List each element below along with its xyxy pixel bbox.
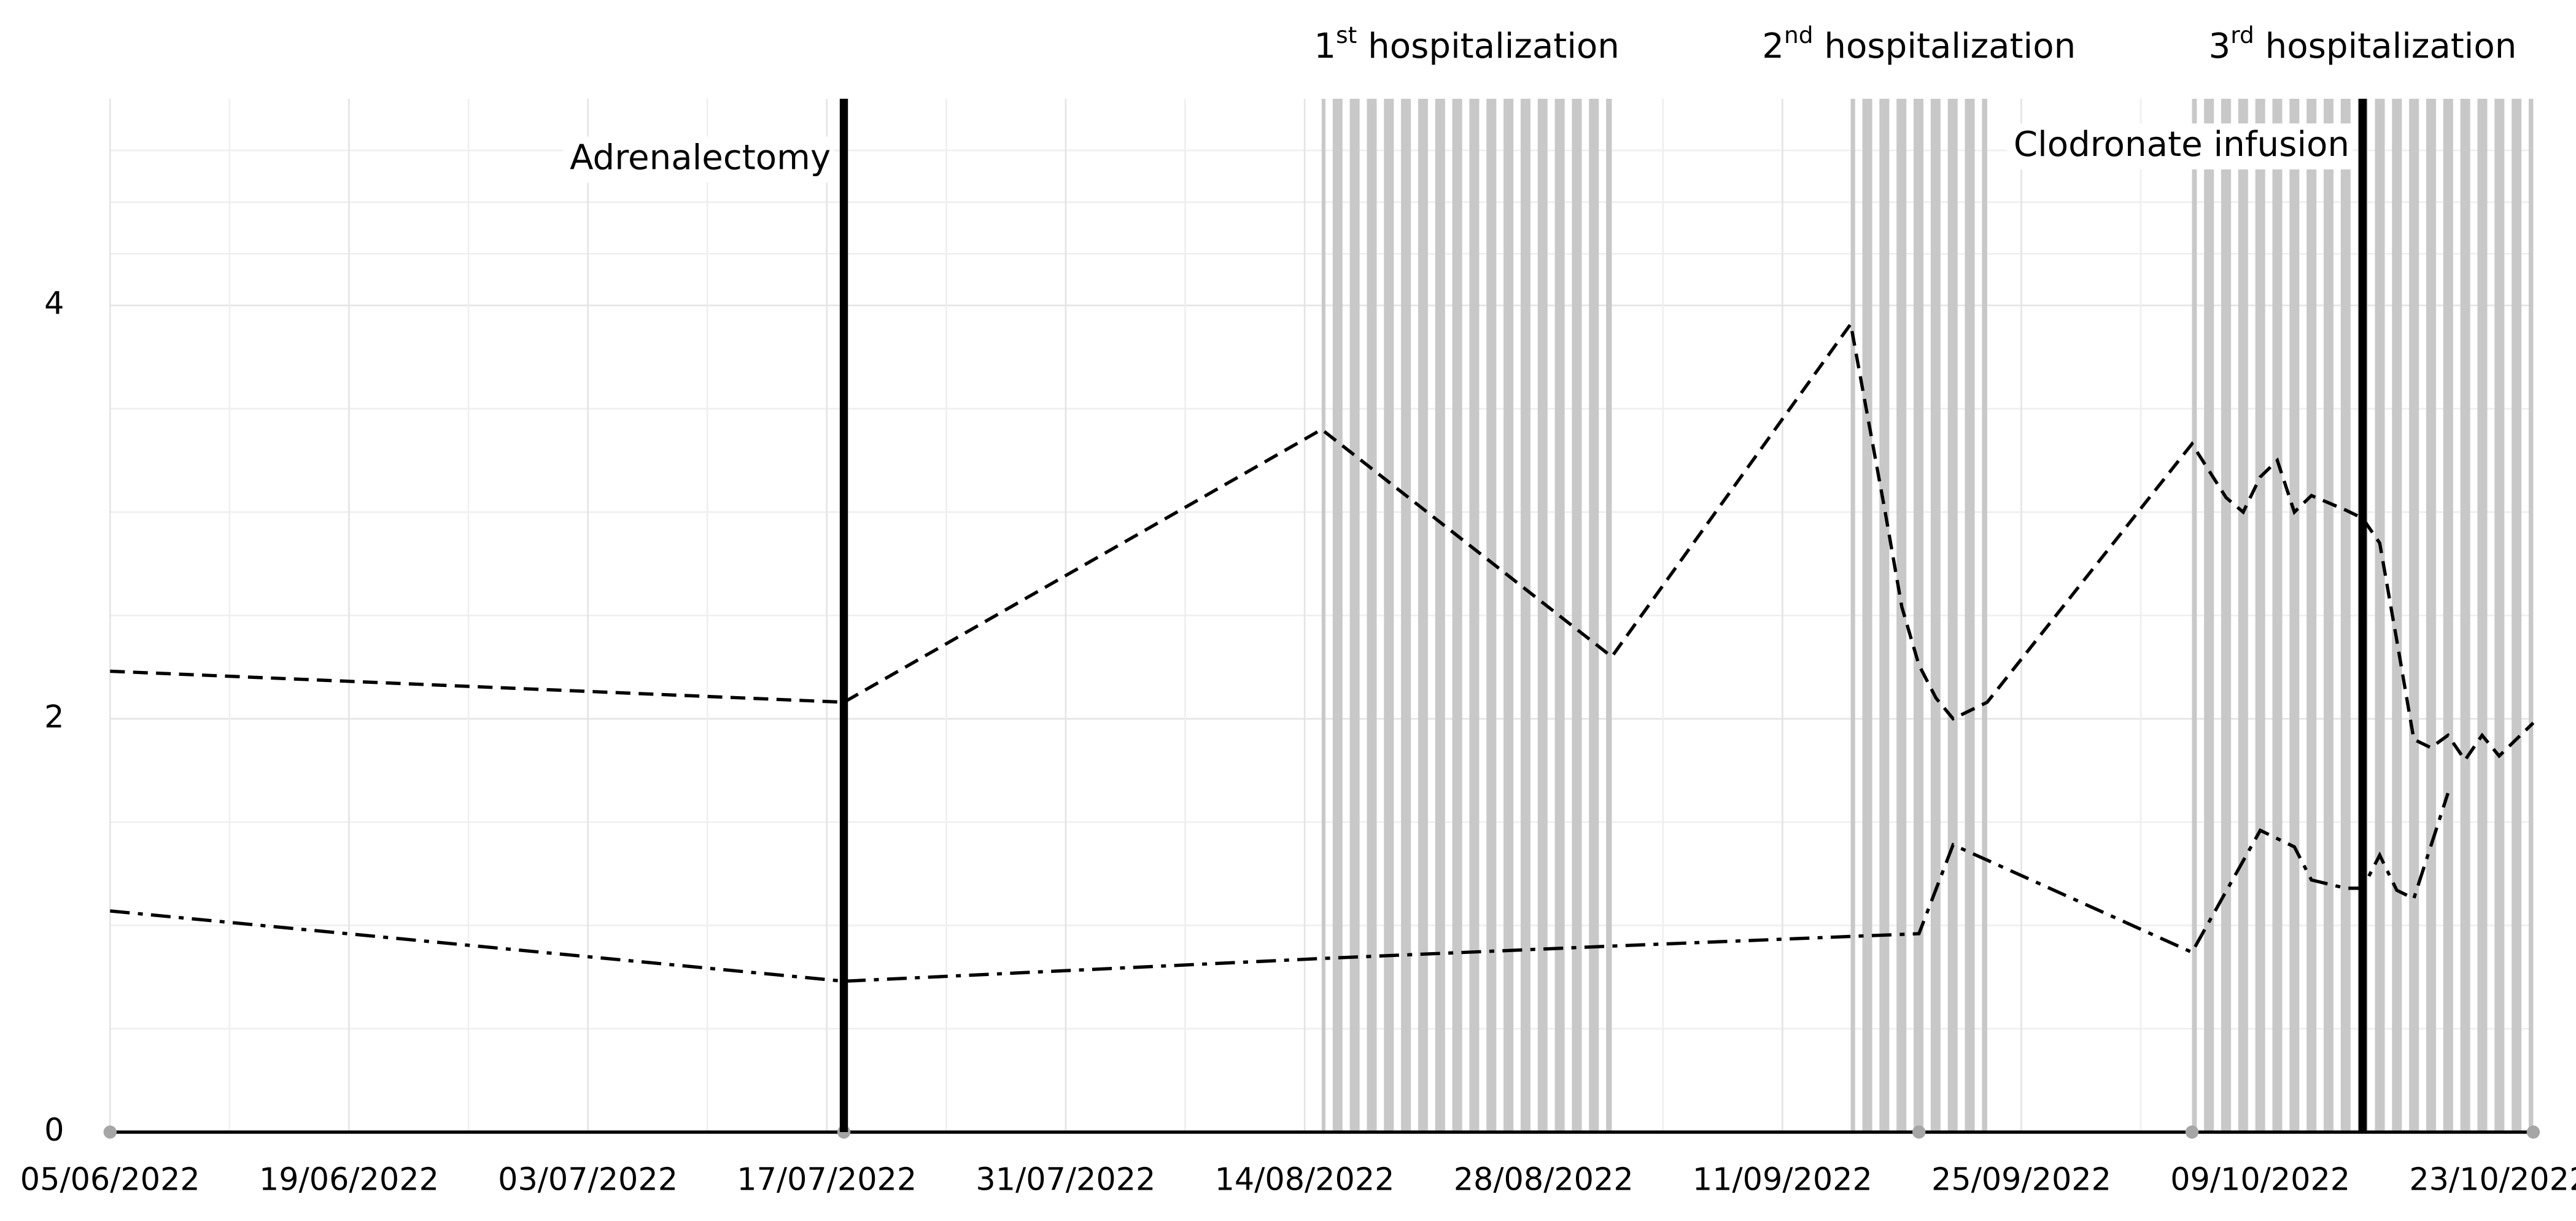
x-tick-label: 25/09/2022 (1931, 1161, 2111, 1197)
hospitalization-text: hospitalization (1814, 26, 2076, 66)
hospitalization-text: hospitalization (2254, 26, 2517, 66)
axis-point (1912, 1125, 1926, 1139)
hospitalization-label: 1st hospitalization (1314, 21, 1620, 66)
event-label: Clodronate infusion (2014, 125, 2349, 165)
y-tick-label: 0 (44, 1112, 64, 1148)
data-line (110, 793, 2450, 983)
event-label-background (563, 136, 834, 183)
ordinal-suffix: nd (1784, 21, 1814, 48)
x-tick-label: 17/07/2022 (737, 1161, 917, 1197)
axis-point (2526, 1125, 2540, 1139)
ordinal-number: 1 (1314, 26, 1336, 66)
ordinal-number: 3 (2209, 26, 2231, 66)
ordinal-suffix: rd (2230, 21, 2254, 48)
hospitalization-band (1321, 98, 1612, 1133)
x-tick-label: 28/08/2022 (1454, 1161, 1634, 1197)
x-tick-label: 11/09/2022 (1693, 1161, 1872, 1197)
ordinal-number: 2 (1762, 26, 1784, 66)
hospitalization-label: 2nd hospitalization (1762, 21, 2076, 66)
event-label: Adrenalectomy (570, 138, 831, 178)
x-tick-label: 03/07/2022 (498, 1161, 678, 1197)
axis-point (2185, 1125, 2199, 1139)
x-tick-label: 14/08/2022 (1215, 1161, 1395, 1197)
event-label-background (2007, 123, 2353, 169)
ordinal-suffix: st (1336, 21, 1357, 48)
x-tick-label: 19/06/2022 (259, 1161, 439, 1197)
hospitalization-text: hospitalization (1357, 26, 1620, 66)
x-tick-label: 09/10/2022 (2170, 1161, 2350, 1197)
y-tick-label: 2 (44, 699, 64, 735)
axis-point (103, 1125, 117, 1139)
x-tick-label: 23/10/2022 (2409, 1161, 2576, 1197)
x-tick-label: 31/07/2022 (976, 1161, 1155, 1197)
x-tick-label: 05/06/2022 (20, 1161, 200, 1197)
hospitalization-label: 3rd hospitalization (2209, 21, 2517, 66)
y-tick-label: 4 (44, 285, 64, 322)
data-line (110, 320, 2535, 763)
hospitalization-band (1850, 98, 1987, 1133)
